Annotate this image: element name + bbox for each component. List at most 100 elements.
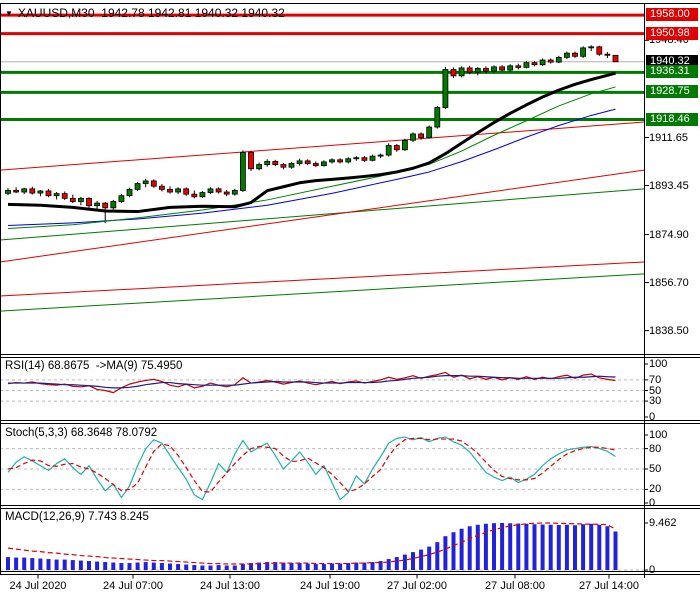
macd-bar	[564, 524, 569, 570]
macd-bar	[143, 562, 148, 570]
candle-body	[523, 62, 530, 68]
candle-body	[264, 160, 271, 165]
macd-bar	[249, 563, 253, 570]
candle-body	[288, 163, 295, 168]
candle-body	[410, 133, 416, 141]
ma-green	[7, 86, 616, 229]
time-label: 24 Jul 19:00	[300, 580, 360, 592]
candle-body	[191, 193, 198, 198]
candle-body	[110, 201, 117, 209]
time-label: 27 Jul 02:00	[387, 580, 447, 592]
macd-bar	[516, 523, 521, 570]
macd-bar	[540, 524, 545, 570]
macd-bar	[500, 522, 505, 570]
macd-bar	[370, 562, 375, 570]
macd-bar	[127, 563, 132, 570]
time-label: 24 Jul 2020	[9, 580, 67, 592]
macd-bar	[159, 563, 164, 570]
macd-bar	[556, 525, 561, 570]
macd-bar	[605, 526, 610, 570]
rsi-scale-label: 100	[649, 358, 668, 370]
candle-body	[207, 188, 214, 193]
macd-bar	[354, 562, 359, 570]
stoch-scale-label: 20	[649, 483, 662, 496]
candle-body	[296, 160, 303, 164]
stoch-scale-label: 100	[649, 429, 668, 441]
macd-bar	[346, 563, 351, 570]
macd-bar	[435, 542, 440, 570]
macd-signal-line	[7, 522, 616, 565]
macd-scale-label: 0	[649, 564, 656, 576]
macd-bar	[613, 531, 618, 570]
macd-bar	[273, 562, 278, 570]
candle-body	[434, 107, 441, 128]
price-tick-label: 1856.70	[649, 276, 689, 289]
macd-bar	[524, 523, 529, 570]
candle-body	[248, 152, 254, 170]
candle-body	[45, 190, 52, 197]
candle-body	[531, 62, 538, 66]
price-tick-label: 1874.90	[649, 228, 689, 241]
macd-bar	[176, 564, 181, 570]
candle-body	[94, 202, 100, 207]
macd-bar	[573, 525, 577, 570]
trendline	[0, 121, 645, 171]
trendline	[0, 261, 645, 297]
stoch-scale-label: 0	[649, 497, 656, 509]
candle-body	[588, 46, 595, 49]
price-tick-label: 1893.45	[649, 179, 689, 192]
candle-body	[134, 183, 141, 190]
macd-bar	[78, 560, 83, 570]
candle-body	[102, 202, 109, 209]
stoch-d-line	[7, 437, 616, 493]
macd-bar	[597, 524, 602, 570]
macd-bar	[313, 564, 318, 570]
ma-blue	[7, 108, 616, 227]
candle-body	[458, 67, 465, 77]
price-tick-label: 1911.65	[649, 131, 688, 144]
trendline	[0, 169, 645, 263]
candle-body	[53, 193, 60, 197]
candle-body	[385, 145, 392, 156]
macd-bar	[192, 565, 197, 570]
macd-bar	[111, 562, 116, 570]
rsi-scale-label: 30	[649, 395, 662, 408]
candle-body	[215, 188, 222, 193]
candle-body	[69, 197, 76, 202]
macd-bar	[38, 558, 43, 570]
candle-body	[320, 161, 327, 167]
candle-body	[167, 188, 173, 193]
candle-body	[5, 190, 11, 194]
candle-body	[345, 158, 352, 163]
candle-body	[596, 46, 603, 55]
candle-body	[604, 53, 611, 56]
macd-scale-label: 9.462	[649, 516, 677, 529]
candle-body	[126, 188, 133, 197]
macd-bar	[483, 523, 488, 570]
candle-body	[150, 180, 157, 187]
candle-body	[580, 47, 586, 57]
rsi-ma-line	[8, 375, 616, 389]
macd-bar	[467, 526, 472, 570]
macd-bar	[427, 546, 432, 570]
macd-bar	[232, 565, 237, 570]
macd-bar	[30, 558, 35, 570]
macd-bar	[46, 559, 51, 570]
candle-body	[539, 59, 546, 66]
macd-bar	[62, 559, 67, 570]
macd-bar	[362, 562, 367, 570]
macd-bar	[289, 563, 294, 570]
candle-body	[175, 188, 182, 193]
candle-body	[272, 160, 279, 165]
stoch-header: Stoch(5,3,3) 68.3648 78.0792	[5, 427, 158, 439]
price-level-box: 1950.98	[646, 27, 698, 40]
macd-bar	[321, 564, 326, 570]
candle-body	[29, 188, 36, 194]
candle-body	[329, 159, 335, 163]
candle-body	[547, 59, 554, 63]
candle-body	[507, 65, 514, 71]
candle-body	[353, 157, 360, 160]
macd-bar	[54, 559, 59, 570]
